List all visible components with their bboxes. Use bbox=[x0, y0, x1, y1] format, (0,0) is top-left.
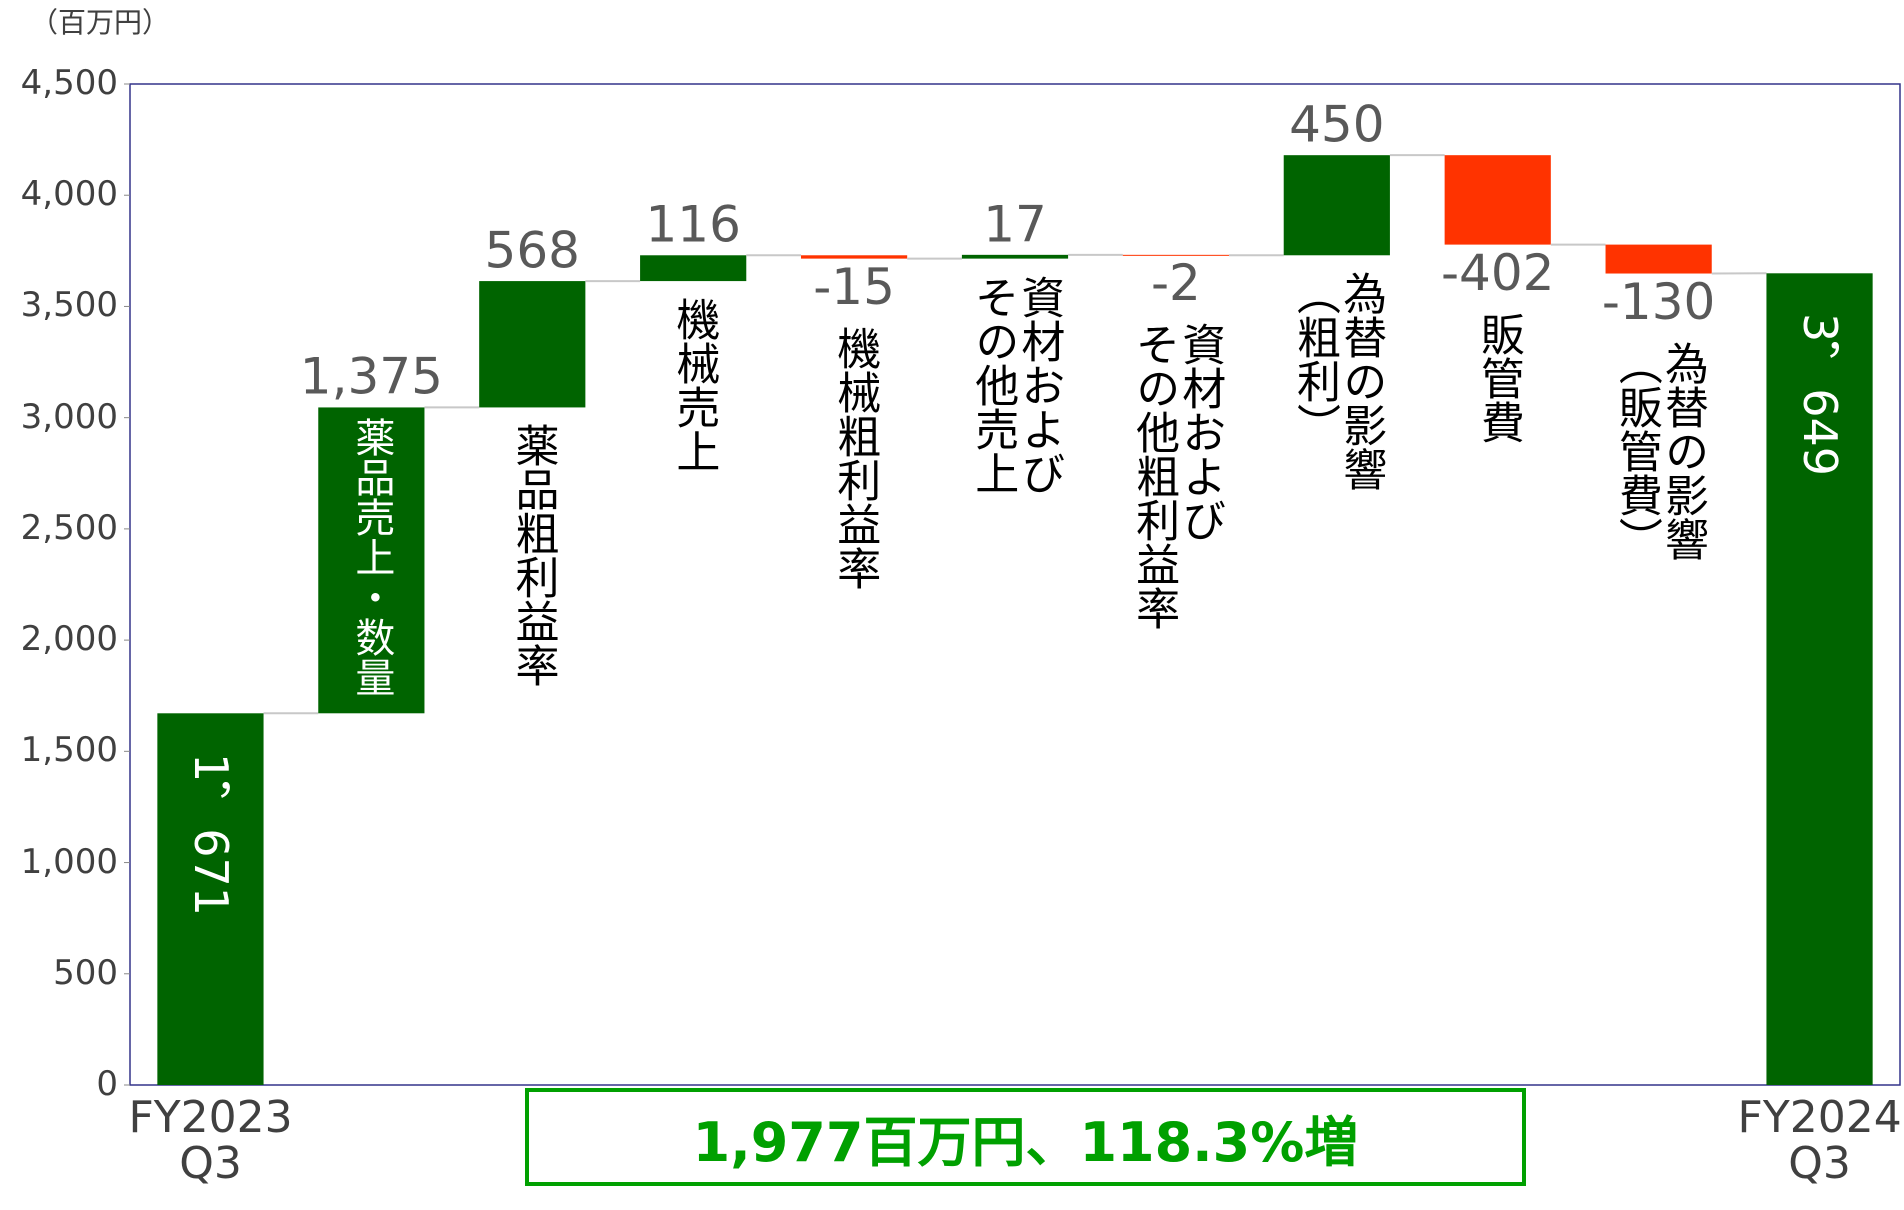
category-label: 資材および その他粗利益率 bbox=[1128, 322, 1226, 631]
bar bbox=[318, 407, 425, 714]
value-label: 17 bbox=[983, 195, 1047, 254]
y-tick-label: 2,000 bbox=[20, 619, 118, 660]
category-label: 為替の影響 （粗利） bbox=[1289, 271, 1387, 492]
bar bbox=[1766, 273, 1873, 1085]
category-label: FY2023 Q3 bbox=[128, 1092, 293, 1190]
category-label: 薬品売上・数量 bbox=[348, 417, 395, 698]
category-label: 機械売上 bbox=[668, 297, 720, 474]
value-label: 116 bbox=[645, 195, 741, 254]
value-label: 450 bbox=[1289, 95, 1385, 154]
plot-frame bbox=[129, 83, 1901, 1086]
bar bbox=[1283, 155, 1390, 256]
bar bbox=[1122, 254, 1230, 256]
y-tick-label: 1,500 bbox=[20, 730, 118, 771]
category-label: 薬品粗利益率 bbox=[507, 423, 559, 688]
value-label: -130 bbox=[1601, 272, 1716, 331]
value-label: -15 bbox=[813, 257, 895, 316]
annotation: 1,977百万円、118.3%増 bbox=[525, 1088, 1526, 1186]
bar bbox=[961, 254, 1069, 259]
category-label: 資材および その他売上 bbox=[967, 274, 1065, 495]
category-label: FY2024 Q3 bbox=[1737, 1092, 1902, 1190]
bar bbox=[640, 255, 747, 282]
value-label: 3，649 bbox=[1792, 313, 1847, 477]
y-tick-label: 1,000 bbox=[20, 841, 118, 882]
bar bbox=[157, 713, 264, 1085]
y-tick-label: 3,500 bbox=[20, 285, 118, 326]
y-tick-label: 0 bbox=[96, 1064, 118, 1105]
y-tick-label: 4,000 bbox=[20, 174, 118, 215]
value-label: -402 bbox=[1440, 243, 1555, 302]
value-label: -2 bbox=[1150, 254, 1201, 313]
y-tick-label: 500 bbox=[53, 952, 118, 993]
category-label: 為替の影響 （販管費） bbox=[1610, 340, 1708, 561]
category-label: 機械粗利益率 bbox=[829, 325, 881, 590]
y-tick-label: 3,000 bbox=[20, 396, 118, 437]
value-label: 1，671 bbox=[183, 753, 238, 917]
category-label: 販管費 bbox=[1472, 311, 1524, 444]
bar bbox=[1605, 244, 1712, 274]
bar bbox=[800, 255, 908, 259]
value-label: 568 bbox=[484, 221, 580, 280]
y-tick-label: 2,500 bbox=[20, 508, 118, 549]
bar bbox=[479, 281, 586, 408]
bar bbox=[1444, 155, 1551, 245]
unit-label: （百万円） bbox=[30, 6, 171, 39]
y-tick-label: 4,500 bbox=[20, 63, 118, 104]
value-label: 1,375 bbox=[299, 347, 443, 406]
